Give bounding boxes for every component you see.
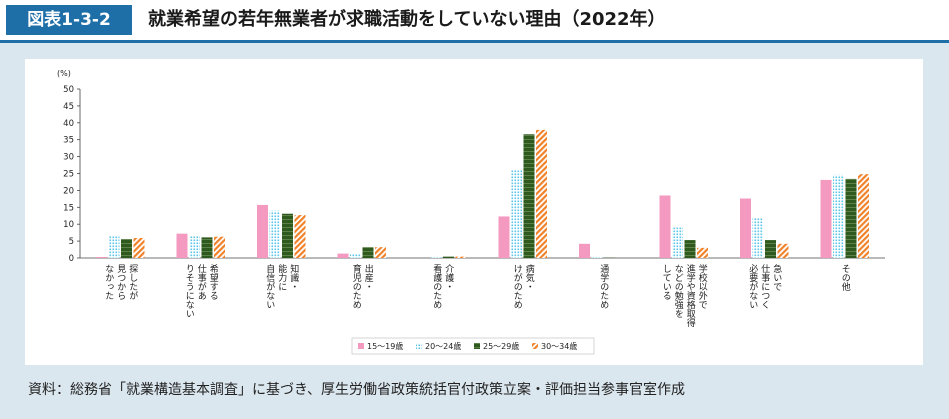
y-unit-label: (%) <box>57 69 71 78</box>
bar <box>697 247 708 258</box>
bar <box>498 216 510 258</box>
category-label-line: などの勉強を <box>673 264 684 318</box>
category-label: 病気・けがのため <box>512 263 535 309</box>
y-tick-label: 15 <box>63 203 74 213</box>
legend-label: 30～34歳 <box>541 341 577 351</box>
bar <box>337 253 349 258</box>
category-label-line: 探したが <box>127 263 138 300</box>
bar <box>282 213 293 258</box>
category-label: その他 <box>840 264 851 292</box>
bar <box>740 198 751 258</box>
bar <box>189 235 200 258</box>
y-tick-label: 0 <box>69 254 74 264</box>
bar <box>579 243 590 258</box>
source-note: 資料：総務省「就業構造基本調査」に基づき、厚生労働省政策統括官付政策立案・評価担… <box>28 382 686 398</box>
bar <box>672 227 683 258</box>
header-bar: 図表1-3-2 就業希望の若年無業者が求職活動をしていない理由（2022年） <box>0 0 949 40</box>
category-label-line: 仕事につく <box>759 263 770 309</box>
category-label-line: 介護・ <box>443 264 454 291</box>
bar <box>765 240 776 258</box>
bar <box>659 195 671 258</box>
y-tick-label: 10 <box>63 220 74 230</box>
figure-number: 図表1-3-2 <box>6 5 132 35</box>
y-tick-label: 50 <box>63 85 74 95</box>
y-tick-label: 25 <box>63 170 74 180</box>
bar <box>511 170 522 258</box>
bar <box>201 237 213 258</box>
category-label-line: 急いで <box>771 263 782 291</box>
bar <box>430 257 442 258</box>
category-label-line: 学校以外で <box>697 263 708 309</box>
legend-swatch <box>474 343 480 349</box>
category-label-line: 看護のため <box>431 263 442 309</box>
bar <box>108 235 120 258</box>
category-label-line: している <box>661 264 672 300</box>
bar <box>536 129 547 258</box>
category-label-line: その他 <box>840 264 851 292</box>
bar <box>294 215 306 258</box>
legend-swatch <box>358 343 364 349</box>
bar <box>96 256 107 258</box>
y-tick-label: 45 <box>63 102 74 112</box>
bar <box>591 257 603 258</box>
bar <box>443 256 454 258</box>
category-label-line: 希望する <box>208 263 219 300</box>
y-tick-label: 35 <box>63 136 74 146</box>
bar <box>269 210 281 258</box>
header-rule <box>0 40 949 43</box>
category-label-line: けがのため <box>512 264 523 309</box>
category-label-line: 自信がない <box>264 263 275 309</box>
category-label-line: なかった <box>103 264 114 300</box>
category-label-line: 病気・ <box>524 263 535 291</box>
bar <box>214 236 225 258</box>
bar <box>257 204 268 258</box>
bar <box>752 217 764 258</box>
bar <box>523 134 535 258</box>
figure-title: 就業希望の若年無業者が求職活動をしていない理由（2022年） <box>148 9 666 30</box>
category-label-line: 育児のため <box>351 263 362 309</box>
bar <box>684 240 696 258</box>
bar <box>350 254 361 258</box>
bar <box>833 174 844 258</box>
bar <box>858 174 869 258</box>
bar <box>777 243 789 258</box>
bar <box>133 238 145 258</box>
legend-label: 20～24歳 <box>425 341 461 351</box>
category-label-line: 通学のため <box>598 264 609 309</box>
category-label-line: 進学や資格取得 <box>685 263 696 327</box>
legend-label: 15～19歳 <box>367 341 403 351</box>
bar <box>176 233 188 258</box>
category-label: 介護・看護のため <box>431 263 454 309</box>
category-label: 通学のため <box>598 264 609 309</box>
category-label-line: 出産・ <box>363 263 374 291</box>
bar <box>362 247 374 258</box>
y-tick-label: 5 <box>69 237 74 247</box>
y-tick-label: 20 <box>63 186 74 196</box>
category-label-line: りそうにない <box>184 264 195 318</box>
chart-panel: (%) 0 5 10 15 20 25 30 35 40 45 50 探したが 見つから なかった 希望す… <box>25 59 923 365</box>
legend-frame <box>351 337 595 355</box>
category-label-line: 能力に <box>276 263 287 291</box>
category-label-line: 必要がない <box>747 263 758 309</box>
bar <box>121 239 132 258</box>
y-tick-label: 40 <box>63 119 74 129</box>
bar <box>820 179 832 258</box>
y-tick-label: 30 <box>63 153 74 163</box>
legend-label: 25～29歳 <box>483 341 519 351</box>
category-label-line: 知識・ <box>288 263 299 291</box>
category-label-line: 見つから <box>115 264 126 300</box>
legend-swatch <box>532 343 538 349</box>
category-label: 出産・育児のため <box>351 263 374 309</box>
bar <box>375 247 386 258</box>
legend-swatch <box>416 343 422 349</box>
bar <box>455 256 467 258</box>
category-label-line: 仕事があ <box>196 263 207 300</box>
bar <box>845 178 857 258</box>
